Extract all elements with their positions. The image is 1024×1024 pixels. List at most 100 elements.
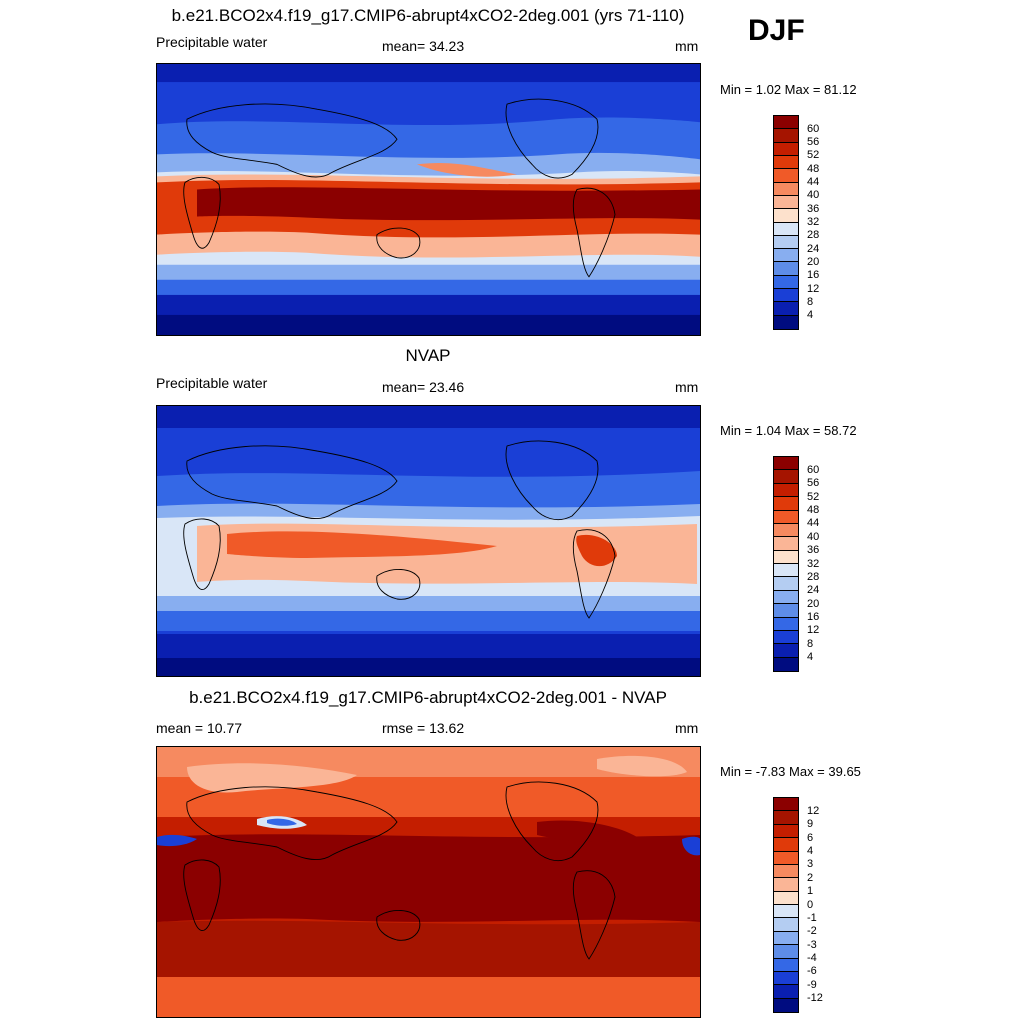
colorbar-swatch [774, 142, 798, 156]
colorbar-tick-label: 52 [807, 149, 820, 162]
colorbar-tick-label: 28 [807, 570, 820, 583]
colorbar-tick-label: 8 [807, 295, 814, 308]
panel-title: b.e21.BCO2x4.f19_g17.CMIP6-abrupt4xCO2-2… [189, 688, 667, 707]
colorbar-swatch [774, 644, 798, 658]
colorbar-tick-label: 40 [807, 189, 820, 202]
colorbar-swatch [774, 604, 798, 618]
field-band [157, 834, 197, 847]
colorbar-tick-label: 24 [807, 242, 820, 255]
colorbar-tick-label: 1 [807, 885, 814, 898]
colorbar-swatch [774, 905, 798, 919]
colorbar-tick-label: 60 [807, 463, 820, 476]
map-plot [156, 63, 701, 336]
colorbar-swatch [774, 483, 798, 498]
field-band [157, 314, 700, 335]
map-canvas [157, 64, 700, 335]
colorbar-tick-label: 32 [807, 216, 820, 228]
colorbar-tick-label: 12 [807, 804, 820, 817]
colorbar-swatch [774, 497, 798, 511]
field-band [157, 406, 700, 428]
coastline [572, 529, 616, 619]
colorbar-tick-label: 44 [807, 176, 820, 189]
map-plot [156, 405, 701, 677]
colorbar-swatch [774, 985, 798, 999]
colorbar-swatch [774, 838, 798, 852]
map-plot [156, 746, 701, 1018]
field-band [597, 755, 687, 777]
colorbar-tick-label: 2 [807, 871, 814, 884]
colorbar-tick-label: 4 [807, 845, 814, 857]
colorbar-swatch [774, 550, 798, 564]
colorbar-swatch [774, 289, 798, 303]
colorbar-tick-label: 12 [807, 624, 820, 637]
colorbar-tick-label: -9 [807, 978, 817, 991]
colorbar-tick-label: 56 [807, 477, 820, 490]
colorbar [773, 797, 799, 1013]
field-band [157, 977, 700, 1017]
colorbar-swatch [774, 931, 798, 946]
colorbar-swatch [774, 116, 798, 130]
coastline [186, 103, 398, 178]
field-band [417, 163, 517, 177]
colorbar-tick-label: -1 [807, 911, 817, 924]
colorbar-swatch [774, 811, 798, 825]
colorbar-swatch [774, 315, 798, 329]
field-band [187, 763, 357, 793]
mean-label: mean = 10.77 [156, 720, 243, 736]
colorbar-tick-label: -4 [807, 952, 817, 964]
colorbar-tick-label: 48 [807, 162, 820, 175]
colorbar-swatch [774, 617, 798, 631]
colorbar-swatch [774, 470, 798, 484]
colorbar-tick-label: 3 [807, 858, 814, 871]
colorbar-swatch [774, 182, 798, 196]
min-max-label: Min = 1.02 Max = 81.12 [720, 82, 857, 97]
units-label: mm [675, 38, 699, 54]
colorbar-tick-label: -2 [807, 925, 817, 938]
colorbar-tick-label: 12 [807, 282, 820, 295]
field-band [197, 187, 700, 221]
field-band [157, 64, 700, 83]
field-band [157, 658, 700, 676]
colorbar-swatch [774, 891, 798, 905]
coastline [572, 187, 616, 278]
colorbar-swatch [774, 169, 798, 183]
colorbar-tick-label: 6 [807, 831, 814, 844]
coastline [572, 870, 616, 960]
map-canvas [157, 747, 700, 1017]
field-band [157, 834, 700, 922]
colorbar-tick-label: 52 [807, 490, 820, 503]
colorbar-swatch [774, 824, 798, 839]
colorbar-swatch [774, 657, 798, 671]
units-label: mm [675, 379, 699, 395]
rmse-label: rmse = 13.62 [382, 720, 465, 736]
colorbar-tick-label: 4 [807, 651, 814, 664]
coastline [505, 781, 599, 861]
field-band [682, 836, 700, 856]
colorbar-swatch [774, 590, 798, 605]
colorbar-swatch [774, 155, 798, 170]
colorbar-swatch [774, 564, 798, 578]
colorbar-tick-label: 0 [807, 898, 814, 911]
colorbar-tick-label: 16 [807, 611, 820, 623]
colorbar-swatch [774, 958, 798, 972]
colorbar-swatch [774, 630, 798, 645]
colorbar-tick-label: 20 [807, 597, 820, 610]
coastline [183, 176, 221, 249]
colorbar-tick-label: 8 [807, 637, 814, 650]
colorbar-swatch [774, 510, 798, 524]
min-max-label: Min = 1.04 Max = 58.72 [720, 423, 857, 438]
colorbar-tick-label: 36 [807, 544, 820, 557]
colorbar-swatch [774, 302, 798, 316]
coastline [183, 518, 221, 590]
colorbar-tick-label: -3 [807, 938, 817, 951]
colorbar-swatch [774, 275, 798, 290]
colorbar-swatch [774, 129, 798, 143]
map-canvas [157, 406, 700, 676]
colorbar-tick-label: 28 [807, 229, 820, 242]
colorbar-tick-label: 36 [807, 202, 820, 215]
colorbar-swatch [774, 523, 798, 538]
colorbar-tick-label: -12 [807, 992, 823, 1005]
coastline [376, 227, 421, 259]
colorbar-swatch [774, 878, 798, 892]
colorbar-swatch [774, 864, 798, 879]
